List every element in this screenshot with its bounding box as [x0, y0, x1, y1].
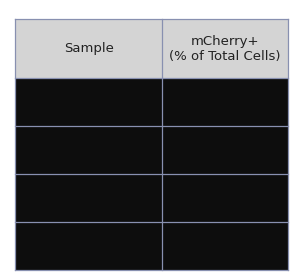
Text: Sample: Sample	[64, 42, 114, 55]
Text: mCherry+
(% of Total Cells): mCherry+ (% of Total Cells)	[169, 35, 281, 63]
